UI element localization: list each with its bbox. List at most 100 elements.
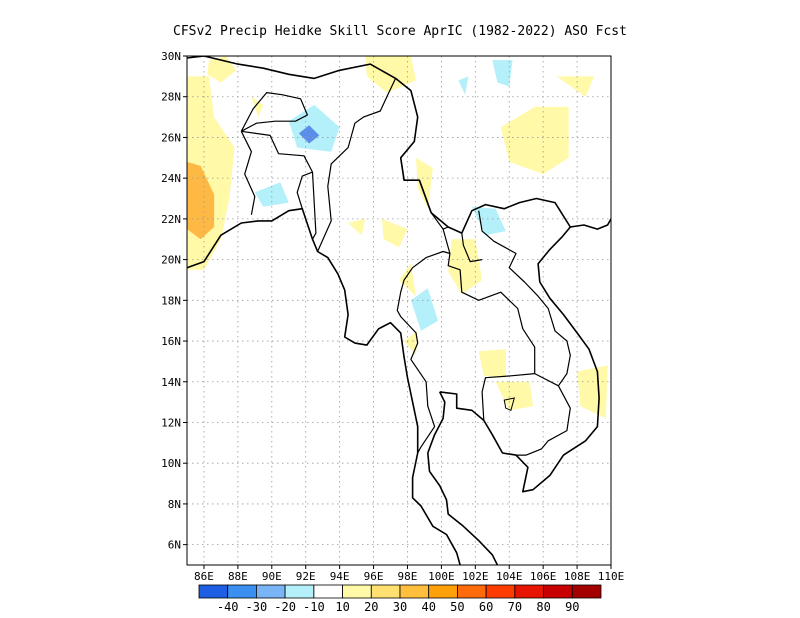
- lat-tick-label-14: 14N: [161, 376, 181, 389]
- shaded-region-tibet-warm: [365, 56, 416, 93]
- colorbar-label-9: 60: [479, 600, 493, 614]
- shaded-region-lower-burma-warm: [404, 330, 418, 356]
- colorbar-swatch-7: [399, 584, 430, 599]
- axis-ticks: 86E 88E 90E 92E 94E 96E 98E 100E 102E 104E 106E 108…: [161, 50, 624, 583]
- lake-outline-0: [503, 397, 516, 411]
- country-border-11: [516, 373, 571, 456]
- lat-tick-label-24: 24N: [161, 172, 181, 185]
- shaded-region-bangladesh-cool: [254, 182, 289, 207]
- lat-tick-label-12: 12N: [161, 416, 181, 429]
- coastline-2: [427, 452, 499, 565]
- colorbar-swatch-0: [198, 584, 229, 599]
- lat-tick-label-8: 8N: [168, 498, 181, 511]
- lat-tick-label-10: 10N: [161, 457, 181, 470]
- lon-tick-label-86: 86E: [194, 570, 214, 583]
- colorbar-label-6: 30: [393, 600, 407, 614]
- colorbar: -40 -30 -20 -10 10 20 30 40 50 60 70 80 90: [198, 584, 602, 614]
- lon-tick-label-106: 106E: [530, 570, 557, 583]
- colorbar-swatch-13: [571, 584, 602, 599]
- shaded-region-west-india-hot: [187, 161, 215, 240]
- shaded-region-assam-cold: [298, 125, 320, 144]
- lon-tick-label-92: 92E: [296, 570, 316, 583]
- shaded-region-vietnam-east-warm: [577, 365, 608, 419]
- shaded-region-bhutan-warm: [251, 96, 264, 118]
- colorbar-swatch-5: [342, 584, 372, 599]
- colorbar-label-11: 80: [536, 600, 550, 614]
- colorbar-swatch-11: [514, 584, 545, 599]
- lon-tick-label-98: 98E: [398, 570, 418, 583]
- shaded-region-cambodia-warm: [495, 381, 533, 411]
- shading-layer: [187, 56, 608, 419]
- colorbar-label-3: -10: [303, 600, 325, 614]
- figure-title: CFSv2 Precip Heidke Skill Score AprIC (1…: [173, 24, 627, 39]
- country-border-5: [400, 157, 405, 181]
- colorbar-label-2: -20: [274, 600, 296, 614]
- colorbar-swatch-8: [428, 584, 458, 599]
- lon-tick-label-88: 88E: [228, 570, 248, 583]
- lon-tick-label-110: 110E: [598, 570, 625, 583]
- shaded-region-china-ne-warm: [556, 76, 594, 97]
- coastline-3: [427, 391, 446, 454]
- country-border-7: [396, 228, 451, 454]
- shaded-region-china-north-cool: [492, 60, 513, 87]
- grid-layer: [187, 56, 611, 565]
- colorbar-label-0: -40: [217, 600, 239, 614]
- lon-tick-label-102: 102E: [462, 570, 489, 583]
- colorbar-swatch-9: [456, 584, 487, 599]
- colorbar-swatch-3: [284, 584, 315, 599]
- lat-tick-label-26: 26N: [161, 131, 181, 144]
- lon-tick-label-108: 108E: [564, 570, 591, 583]
- lon-tick-label-104: 104E: [496, 570, 523, 583]
- shaded-region-laos-south-warm: [478, 349, 506, 378]
- colorbar-label-8: 50: [450, 600, 464, 614]
- shaded-region-myanmar-south-warm: [399, 263, 416, 297]
- map-plot-area: [187, 56, 611, 565]
- country-border-2: [241, 130, 314, 209]
- country-border-4: [317, 78, 397, 252]
- shaded-region-laos-north-cool: [471, 206, 506, 236]
- country-border-9: [461, 233, 483, 263]
- shaded-region-myanmar-east-warm: [382, 218, 408, 248]
- colorbar-label-1: -30: [246, 600, 268, 614]
- lat-tick-label-20: 20N: [161, 254, 181, 267]
- country-border-1: [240, 131, 256, 215]
- shaded-region-china-north-cool-2: [458, 76, 469, 95]
- lat-tick-label-6: 6N: [168, 539, 181, 552]
- lon-tick-label-90: 90E: [262, 570, 282, 583]
- colorbar-label-12: 90: [565, 600, 579, 614]
- lat-tick-label-30: 30N: [161, 50, 181, 63]
- colorbar-swatch-2: [255, 584, 286, 599]
- lon-tick-label-100: 100E: [428, 570, 455, 583]
- lat-tick-label-28: 28N: [161, 91, 181, 104]
- map-frame: [186, 55, 612, 566]
- shaded-region-myanmar-central-warm: [416, 157, 433, 209]
- shaded-region-gulf-bengal-warm: [348, 218, 366, 236]
- coastline-4: [439, 226, 600, 493]
- country-border-6: [418, 179, 449, 230]
- coastline-1: [187, 207, 461, 565]
- colorbar-label-10: 70: [508, 600, 522, 614]
- lat-tick-label-22: 22N: [161, 213, 181, 226]
- country-border-10: [478, 210, 571, 387]
- colorbar-swatch-4: [313, 584, 343, 599]
- shaded-region-china-east-warm: [500, 106, 569, 175]
- shaded-region-thai-north-warm: [448, 239, 483, 295]
- colorbar-label-4: 10: [335, 600, 349, 614]
- country-border-0: [240, 91, 308, 132]
- coastline-layer: [187, 56, 611, 565]
- colorbar-label-5: 20: [364, 600, 378, 614]
- colorbar-swatch-10: [485, 584, 516, 599]
- country-border-3: [311, 172, 317, 240]
- lat-tick-label-16: 16N: [161, 335, 181, 348]
- shaded-region-myanmar-south-cool: [410, 288, 438, 331]
- shaded-region-assam-cool: [288, 104, 340, 152]
- colorbar-swatch-12: [543, 584, 573, 599]
- colorbar-label-7: 40: [421, 600, 435, 614]
- lat-tick-label-18: 18N: [161, 294, 181, 307]
- colorbar-swatch-6: [370, 584, 401, 599]
- country-border-8: [447, 253, 536, 421]
- lon-tick-label-96: 96E: [364, 570, 384, 583]
- lon-tick-label-94: 94E: [330, 570, 350, 583]
- colorbar-swatch-1: [227, 584, 257, 599]
